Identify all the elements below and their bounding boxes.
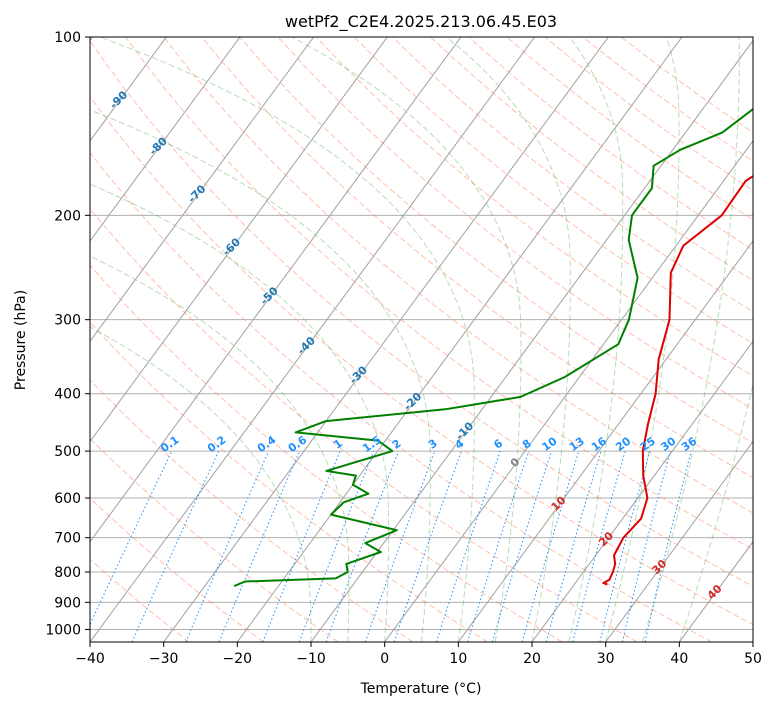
isotherm--10 xyxy=(310,39,753,642)
x-tick-label--10: −10 xyxy=(296,651,326,667)
dry-adiabats xyxy=(90,37,753,642)
x-tick-label-20: 20 xyxy=(523,651,541,667)
plot-background xyxy=(90,37,753,642)
x-axis-label: Temperature (°C) xyxy=(360,681,482,697)
isotherms xyxy=(90,37,753,642)
moist-adiabat--5 xyxy=(90,255,350,642)
mixing-ratio-line-0.2 xyxy=(131,450,220,642)
dry-adiabat-110 xyxy=(277,37,753,410)
dry-adiabat--10 xyxy=(90,437,339,642)
moist-adiabat-10 xyxy=(99,37,475,642)
dry-adiabat-180 xyxy=(544,37,753,191)
mixing-ratio-line-8 xyxy=(467,450,530,642)
profile-line-temperature xyxy=(602,174,753,586)
x-tick-label--40: −40 xyxy=(75,651,105,667)
y-tick-label-500: 500 xyxy=(54,444,81,460)
y-tick-label-1000: 1000 xyxy=(45,622,81,638)
dry-adiabat-60 xyxy=(90,39,753,588)
y-tick-label-900: 900 xyxy=(54,595,81,611)
dry-adiabat-30 xyxy=(90,207,638,642)
y-axis-ticks: 100 200 300 400 500 600 700 800 900 1000 xyxy=(45,30,90,638)
dry-adiabat-80 xyxy=(163,37,753,514)
y-tick-label-600: 600 xyxy=(54,491,81,507)
dry-adiabat-50 xyxy=(90,95,753,626)
moist-adiabat-5 xyxy=(90,109,431,642)
y-tick-label-700: 700 xyxy=(54,531,81,547)
mixing-ratio-line-25 xyxy=(599,450,651,642)
isotherm-0 xyxy=(384,140,753,642)
mixing-ratio-line-20 xyxy=(572,450,626,642)
isotherm--60 xyxy=(90,37,388,443)
isotherm-30 xyxy=(605,440,753,642)
dry-adiabat-190 xyxy=(582,37,753,162)
dry-adiabat-70 xyxy=(125,37,753,550)
x-tick-label-30: 30 xyxy=(597,651,615,667)
dry-adiabat-140 xyxy=(392,37,753,313)
dry-adiabat-130 xyxy=(354,37,753,345)
mixing-ratio-lines xyxy=(90,450,692,642)
moist-adiabat-35 xyxy=(642,37,740,642)
x-tick-label-40: 40 xyxy=(670,651,688,667)
mixing-ratio-line-0.4 xyxy=(185,450,270,642)
dry-adiabat-10 xyxy=(90,321,488,642)
mixing-ratio-line-13 xyxy=(521,450,580,642)
moist-adiabat-15 xyxy=(291,37,522,642)
isotherm--90 xyxy=(90,37,167,142)
x-tick-label-0: 0 xyxy=(380,651,389,667)
dry-adiabat-0 xyxy=(90,379,414,642)
isotherm-20 xyxy=(531,340,753,642)
x-tick-label-10: 10 xyxy=(449,651,467,667)
dry-adiabat-40 xyxy=(90,151,712,642)
mixing-ratio-line-36 xyxy=(644,450,692,642)
y-tick-label-100: 100 xyxy=(54,30,81,46)
x-tick-label--20: −20 xyxy=(223,651,253,667)
isotherm--80 xyxy=(90,37,241,242)
isotherm-10 xyxy=(457,240,753,642)
plot-area: -100-90-80-70-60-50-40-30-20-10010203040… xyxy=(90,37,753,642)
x-axis-ticks: −40 −30 −20 −10 0 10 20 30 40 50 xyxy=(75,642,762,667)
dry-adiabat-20 xyxy=(90,264,563,642)
mixing-ratio-line-0.6 xyxy=(218,450,300,642)
dry-adiabat-100 xyxy=(239,37,753,444)
moist-adiabat--10 xyxy=(90,326,312,642)
y-tick-label-200: 200 xyxy=(54,208,81,224)
mixing-ratio-line-10 xyxy=(491,450,553,642)
mixing-ratio-line-30 xyxy=(621,450,671,642)
dry-adiabat-120 xyxy=(315,37,753,377)
chart-title: wetPf2_C2E4.2025.213.06.45.E03 xyxy=(285,12,557,32)
x-tick-label-50: 50 xyxy=(744,651,762,667)
x-tick-label--30: −30 xyxy=(149,651,179,667)
mixing-ratio-line-4 xyxy=(393,450,462,642)
profile-series xyxy=(233,107,753,588)
mixing-ratio-line-6 xyxy=(435,450,501,642)
pressure-grid xyxy=(90,37,753,630)
isotherm--20 xyxy=(236,37,683,642)
y-tick-label-800: 800 xyxy=(54,565,81,581)
moist-adiabat-20 xyxy=(446,37,571,642)
isotherm--70 xyxy=(90,37,315,343)
isotherm--30 xyxy=(163,37,609,642)
moist-adiabat-25 xyxy=(568,37,624,642)
moist-adiabat-0 xyxy=(90,183,390,642)
profile-line-dewpoint xyxy=(233,107,753,588)
y-axis-label: Pressure (hPa) xyxy=(13,290,29,390)
moist-adiabats xyxy=(90,37,753,642)
y-tick-label-300: 300 xyxy=(54,313,81,329)
mixing-ratio-line-16 xyxy=(545,450,602,642)
dry-adiabat-150 xyxy=(430,37,753,281)
plot-frame xyxy=(89,36,754,643)
y-tick-label-400: 400 xyxy=(54,387,81,403)
mixing-ratio-line-3 xyxy=(364,450,436,642)
isotherm--40 xyxy=(90,37,536,642)
mixing-ratio-line-0.1 xyxy=(90,450,173,626)
moist-adiabat-30 xyxy=(605,37,680,642)
